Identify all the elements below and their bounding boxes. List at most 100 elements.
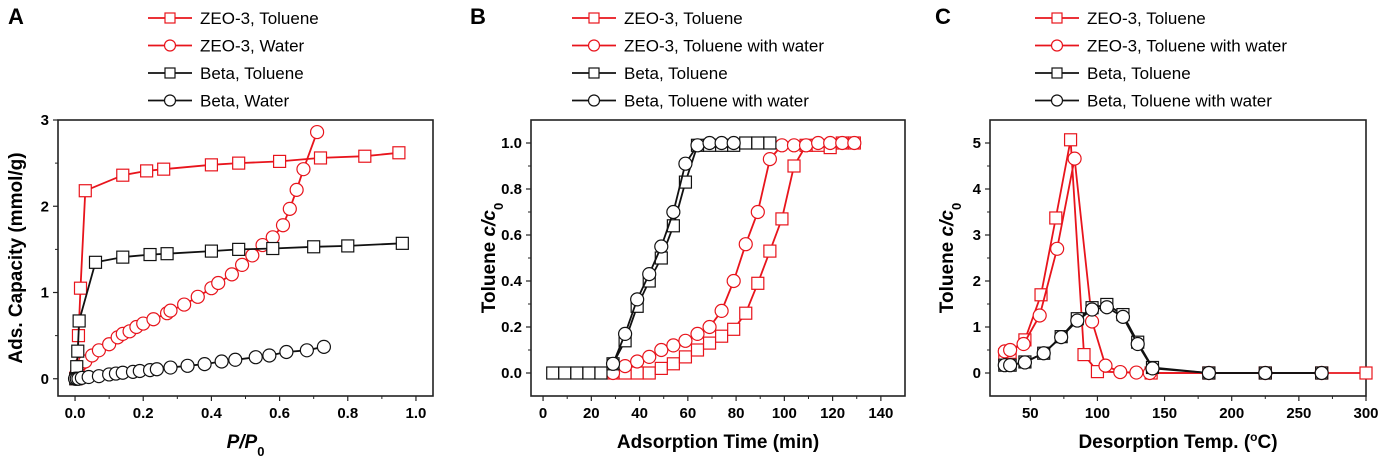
data-point bbox=[582, 366, 596, 380]
x-tick-label: 0.6 bbox=[269, 405, 290, 422]
x-tick-label: 0.2 bbox=[133, 405, 154, 422]
x-tick-label: 150 bbox=[1152, 405, 1177, 422]
data-point bbox=[774, 138, 790, 153]
data-point bbox=[289, 182, 304, 197]
data-point bbox=[690, 138, 705, 153]
data-point bbox=[73, 281, 88, 295]
y-axis-title: Toluene c/c0 bbox=[479, 203, 506, 313]
y-tick-label: 0 bbox=[973, 365, 981, 382]
legend: ZEO-3, Toluene ZEO-3, Toluene with water B… bbox=[572, 9, 824, 111]
data-point bbox=[163, 360, 178, 375]
data-point bbox=[116, 168, 130, 182]
data-point bbox=[1077, 348, 1091, 362]
x-axis-title: P/P0 bbox=[227, 432, 265, 458]
legend-marker bbox=[1050, 39, 1064, 52]
data-point bbox=[232, 242, 246, 256]
data-point bbox=[275, 218, 291, 233]
legend-label: ZEO-3, Water bbox=[200, 37, 305, 56]
y-tick-label: 0.6 bbox=[501, 227, 522, 244]
data-point bbox=[160, 247, 174, 261]
data-point bbox=[642, 366, 656, 380]
x-tick-label: 1.0 bbox=[406, 405, 427, 422]
data-point bbox=[642, 267, 657, 282]
data-point bbox=[1003, 342, 1018, 358]
data-point bbox=[1113, 364, 1128, 380]
legend-item: Beta, Toluene with water bbox=[572, 92, 809, 111]
legend-label: ZEO-3, Toluene bbox=[200, 9, 319, 28]
y-tick-label: 1 bbox=[973, 319, 981, 336]
y-title-main: Toluene bbox=[937, 236, 958, 313]
data-point bbox=[1314, 365, 1329, 381]
series-beta-circle bbox=[605, 135, 741, 371]
y-tick-label: 3 bbox=[41, 112, 49, 129]
data-point bbox=[654, 361, 668, 375]
data-point bbox=[204, 158, 219, 172]
legend-marker bbox=[587, 39, 601, 52]
y-tick-label: 0.4 bbox=[501, 273, 523, 290]
data-point bbox=[1003, 358, 1018, 373]
panel-a: A ZEO-3, Toluene ZEO-3, Water Beta, Toluene… bbox=[6, 4, 434, 458]
data-point bbox=[618, 326, 633, 341]
x-title-sup: o bbox=[1250, 430, 1257, 444]
data-point bbox=[618, 359, 633, 374]
legend-item: ZEO-3, Toluene bbox=[148, 9, 319, 28]
legend-label: Beta, Toluene bbox=[624, 64, 728, 83]
x-tick-label: 100 bbox=[772, 405, 797, 422]
legend: ZEO-3, Toluene ZEO-3, Water Beta, Toluene B… bbox=[148, 9, 319, 111]
legend-marker bbox=[588, 67, 600, 79]
data-point bbox=[642, 349, 657, 364]
data-point bbox=[726, 273, 741, 289]
data-point bbox=[798, 138, 814, 153]
y-title-main: Toluene bbox=[479, 236, 500, 313]
x-tick-label: 40 bbox=[631, 405, 648, 422]
data-point bbox=[177, 297, 192, 312]
legend-item: Beta, Water bbox=[148, 92, 289, 111]
data-point bbox=[296, 162, 311, 177]
legend-item: Beta, Toluene with water bbox=[1035, 92, 1272, 111]
data-point bbox=[786, 138, 802, 153]
x-tick-label: 140 bbox=[868, 405, 893, 422]
data-point bbox=[1359, 366, 1373, 380]
data-point bbox=[149, 362, 164, 377]
x-title-main: Desorption Temp. ( bbox=[1078, 432, 1250, 453]
data-point bbox=[232, 156, 246, 170]
x-tick-label: 20 bbox=[583, 405, 600, 422]
data-point bbox=[341, 239, 355, 253]
data-point bbox=[214, 354, 229, 369]
x-tick-label: 80 bbox=[728, 405, 745, 422]
data-point bbox=[835, 135, 850, 151]
data-point bbox=[265, 230, 280, 245]
data-point bbox=[224, 267, 239, 282]
legend-marker bbox=[164, 12, 176, 24]
x-axis: 50 100 150 200 250 300 bbox=[1022, 396, 1379, 422]
data-point bbox=[262, 348, 277, 363]
y-title-ital: c/c bbox=[937, 210, 958, 237]
panel-b: B ZEO-3, Toluene ZEO-3, Toluene with water… bbox=[470, 4, 906, 453]
data-point bbox=[678, 156, 693, 171]
data-point bbox=[1258, 365, 1273, 381]
series-line bbox=[612, 142, 855, 374]
legend-label: ZEO-3, Toluene with water bbox=[1087, 37, 1287, 56]
legend-marker bbox=[1050, 94, 1064, 107]
data-point bbox=[392, 146, 406, 160]
data-point bbox=[678, 350, 693, 364]
legend-item: Beta, Toluene bbox=[148, 64, 304, 83]
data-point bbox=[775, 212, 789, 226]
data-point bbox=[307, 240, 321, 254]
data-point bbox=[316, 339, 332, 354]
data-point bbox=[1130, 336, 1145, 352]
series-zeo3-square bbox=[606, 136, 861, 380]
data-point bbox=[823, 135, 838, 151]
legend-item: ZEO-3, Toluene bbox=[1035, 9, 1206, 28]
legend-item: ZEO-3, Water bbox=[148, 37, 305, 56]
data-point bbox=[190, 289, 205, 304]
x-title-sub: 0 bbox=[257, 444, 264, 458]
legend-marker bbox=[1051, 12, 1063, 24]
data-point bbox=[197, 356, 212, 372]
data-point bbox=[1201, 365, 1216, 381]
legend-item: ZEO-3, Toluene with water bbox=[1035, 37, 1287, 56]
x-tick-label: 100 bbox=[1085, 405, 1110, 422]
data-point bbox=[763, 244, 777, 258]
data-point bbox=[1098, 358, 1113, 373]
